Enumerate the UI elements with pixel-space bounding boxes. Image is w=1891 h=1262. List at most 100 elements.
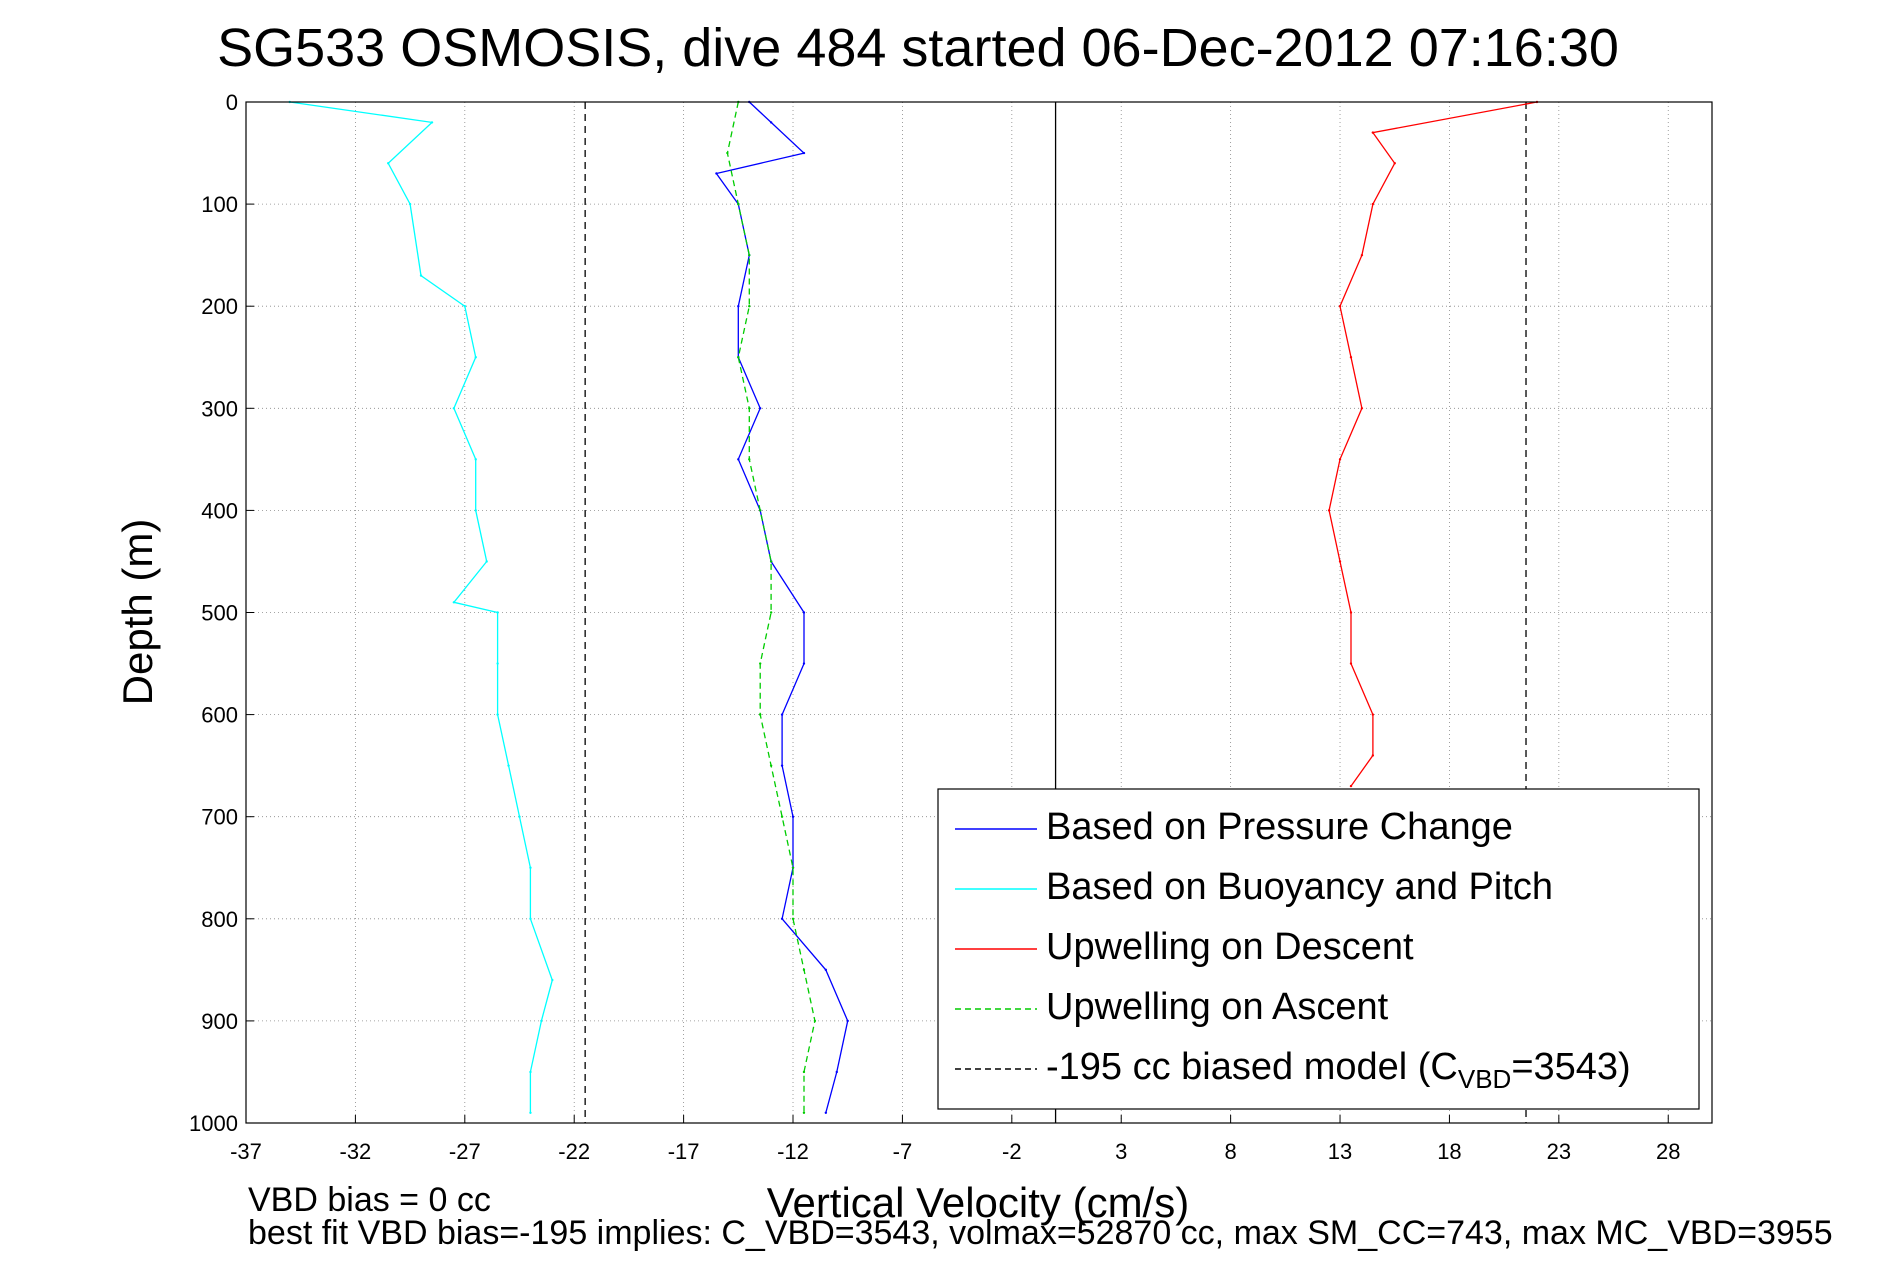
series-point [769, 121, 773, 124]
x-tick-label: -12 [777, 1139, 809, 1164]
series-point [474, 458, 477, 461]
series-point [791, 866, 795, 869]
series-point [824, 1111, 828, 1114]
series-point [529, 1070, 532, 1074]
y-tick-label: 700 [201, 805, 238, 830]
legend-entry-ascent: Upwelling on Ascent [1046, 986, 1389, 1028]
series-point [1349, 662, 1353, 665]
y-tick-label: 200 [201, 294, 238, 319]
plot-frame [245, 101, 1713, 1124]
series-point [802, 662, 806, 665]
x-tick-label: -27 [449, 1139, 481, 1164]
series-point [802, 611, 806, 614]
series-point [780, 713, 784, 716]
series-point [1371, 713, 1375, 716]
series-point [387, 162, 390, 165]
legend-entry-pressure: Based on Pressure Change [1046, 806, 1513, 848]
series-point [748, 305, 751, 308]
y-tick-label: 300 [201, 396, 238, 421]
legend-box [937, 788, 1700, 1110]
series-point [1338, 305, 1342, 308]
x-tick-label: 18 [1437, 1139, 1461, 1164]
x-tick-label: 23 [1547, 1139, 1571, 1164]
series-point [802, 1111, 806, 1114]
series-point [408, 202, 412, 206]
series-point [748, 253, 751, 257]
y-tick-label: 400 [201, 498, 238, 523]
legend-entry-model: -195 cc biased model (CVBD=3543) [1046, 1046, 1631, 1094]
y-tick-label: 100 [201, 192, 238, 217]
x-tick-label: -37 [230, 1139, 262, 1164]
y-tick-label: 500 [201, 601, 238, 626]
x-tick-label: -2 [1002, 1139, 1022, 1164]
series-point [758, 713, 762, 716]
series-point [1349, 784, 1353, 788]
x-tick-label: 3 [1115, 1139, 1127, 1164]
series-point [737, 202, 740, 206]
series-point [430, 121, 434, 124]
series-line-3 [726, 101, 816, 1113]
series-point [1360, 407, 1364, 410]
series-point [1349, 356, 1353, 359]
series-point [835, 1070, 838, 1074]
series-point [802, 1070, 806, 1074]
series-point [769, 560, 773, 563]
series-point [1393, 162, 1396, 165]
series-point [791, 815, 795, 818]
vbd-bias-note: VBD bias = 0 cc [248, 1181, 491, 1219]
series-point [802, 968, 806, 972]
y-tick-label: 600 [201, 703, 238, 728]
legend: Based on Pressure Change Based on Buoyanc… [937, 788, 1700, 1110]
series-point [758, 662, 762, 665]
y-axis-label: Depth (m) [114, 519, 161, 706]
x-tick-label: 28 [1656, 1139, 1680, 1164]
series-point [726, 151, 729, 155]
x-tick-labels: -37 -32 -27 -22 -17 -12 -7 -2 3 8 13 18 23 28 [230, 1139, 1680, 1164]
x-tick-label: -17 [668, 1139, 700, 1164]
series-point [529, 1111, 532, 1114]
x-tick-label: -7 [893, 1139, 913, 1164]
series-point [1371, 131, 1375, 134]
series-point [715, 172, 718, 175]
y-tick-label: 0 [226, 90, 238, 115]
series-point [1371, 202, 1375, 206]
series-line-2 [1328, 101, 1538, 787]
legend-entry-buoyancy: Based on Buoyancy and Pitch [1046, 866, 1553, 908]
series-point [496, 611, 499, 614]
series-point [1360, 253, 1364, 257]
series-point [780, 815, 784, 818]
series-point [748, 458, 751, 461]
series-point [1349, 611, 1353, 614]
series-point [1338, 458, 1342, 461]
series-point [518, 815, 521, 818]
series-point [507, 764, 510, 767]
series-point [474, 356, 477, 359]
series-point [780, 764, 784, 767]
series-point [737, 305, 740, 308]
series-point [496, 662, 499, 665]
series-point [474, 509, 477, 512]
series-point [529, 917, 532, 920]
series-point [791, 917, 795, 920]
x-tick-label: 13 [1328, 1139, 1352, 1164]
series-point [758, 509, 762, 512]
series-point [551, 978, 554, 982]
series-point [452, 407, 456, 410]
y-tick-label: 800 [201, 907, 238, 932]
x-axis-label: Vertical Velocity (cm/s) [767, 1179, 1189, 1226]
series-layer [288, 100, 1539, 1114]
y-tick-labels: 0 100 200 300 400 500 600 700 800 900 1000 [189, 90, 238, 1136]
legend-entry-descent: Upwelling on Descent [1046, 926, 1414, 968]
legend-model-prefix: -195 cc biased model (C [1046, 1046, 1458, 1088]
series-point [737, 458, 740, 461]
series-point [824, 968, 828, 972]
series-point [748, 407, 751, 410]
x-tick-label: -32 [340, 1139, 372, 1164]
series-point [1338, 560, 1342, 563]
legend-model-subscript: VBD [1458, 1064, 1511, 1094]
series-point [419, 274, 423, 277]
series-point [1371, 754, 1375, 757]
series-point [1327, 509, 1331, 512]
series-point [780, 917, 784, 920]
y-tick-label: 1000 [189, 1111, 238, 1136]
